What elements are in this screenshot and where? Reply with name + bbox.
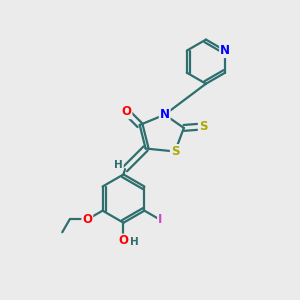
Text: O: O xyxy=(122,105,131,118)
Text: O: O xyxy=(82,213,92,226)
Text: S: S xyxy=(171,145,179,158)
Text: I: I xyxy=(158,213,162,226)
Text: O: O xyxy=(118,235,128,248)
Text: H: H xyxy=(130,238,139,248)
Text: S: S xyxy=(199,120,207,133)
Text: H: H xyxy=(114,160,123,170)
Text: N: N xyxy=(220,44,230,57)
Text: N: N xyxy=(160,108,170,121)
